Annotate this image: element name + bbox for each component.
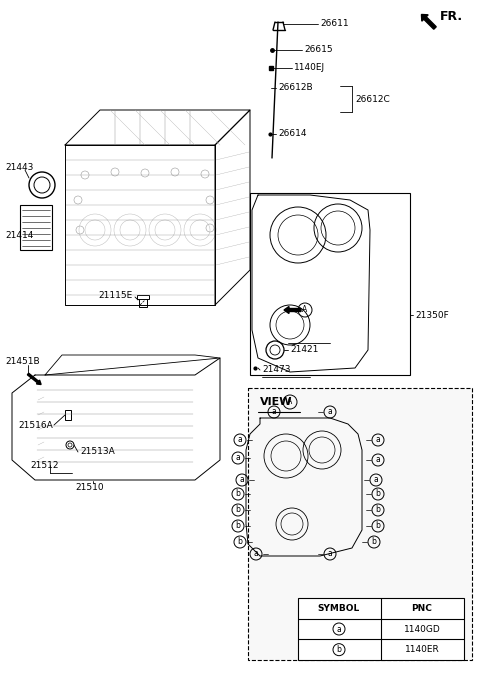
Text: b: b [375, 506, 381, 514]
Bar [139, 297, 147, 307]
Bar [65, 410, 71, 420]
Text: a: a [238, 435, 242, 445]
Text: SYMBOL: SYMBOL [318, 604, 360, 613]
Text: 26612B: 26612B [278, 84, 312, 93]
Text: a: a [328, 408, 332, 416]
Text: 21421: 21421 [290, 345, 318, 354]
Text: a: a [376, 456, 380, 464]
Text: 1140EJ: 1140EJ [294, 64, 325, 72]
Text: 1140GD: 1140GD [404, 625, 440, 633]
Text: 21414: 21414 [5, 231, 34, 239]
Text: A: A [288, 397, 293, 406]
Text: FR.: FR. [440, 11, 463, 24]
Text: 21512: 21512 [30, 460, 59, 470]
Text: a: a [272, 408, 276, 416]
Text: b: b [236, 489, 240, 498]
Text: 21510: 21510 [75, 483, 104, 493]
Bar [250, 193, 410, 375]
Text: a: a [240, 475, 244, 485]
Text: b: b [372, 537, 376, 546]
Text: a: a [253, 550, 258, 558]
Text: b: b [236, 521, 240, 531]
Text: 21473: 21473 [262, 366, 290, 375]
Text: A: A [302, 306, 308, 314]
Text: a: a [376, 435, 380, 445]
Text: b: b [375, 521, 381, 531]
Text: VIEW: VIEW [260, 397, 292, 407]
FancyArrow shape [284, 306, 301, 314]
Text: 21115E: 21115E [98, 291, 132, 299]
Text: PNC: PNC [411, 604, 432, 613]
FancyArrow shape [421, 14, 436, 29]
Text: a: a [336, 625, 341, 633]
Bar [20, 205, 52, 250]
FancyArrow shape [27, 373, 41, 385]
Text: a: a [373, 475, 378, 485]
Text: 21350F: 21350F [415, 310, 449, 320]
Text: 21451B: 21451B [5, 358, 40, 366]
Text: 26614: 26614 [278, 130, 307, 139]
Text: 21443: 21443 [5, 164, 34, 172]
Bar [137, 295, 149, 299]
Text: a: a [328, 550, 332, 558]
Circle shape [66, 441, 74, 449]
Bar [248, 388, 472, 660]
Bar [298, 598, 464, 660]
Text: a: a [236, 454, 240, 462]
Text: 26611: 26611 [320, 20, 348, 28]
Text: b: b [375, 489, 381, 498]
Text: 26615: 26615 [304, 45, 333, 55]
Text: b: b [336, 645, 341, 654]
Text: 21513A: 21513A [80, 448, 115, 456]
Text: 26612C: 26612C [355, 95, 390, 103]
Text: b: b [236, 506, 240, 514]
Text: 21516A: 21516A [18, 420, 53, 429]
Text: 1140ER: 1140ER [405, 645, 439, 654]
Text: b: b [238, 537, 242, 546]
